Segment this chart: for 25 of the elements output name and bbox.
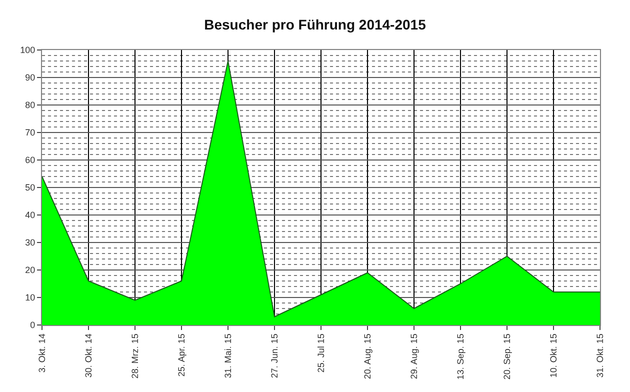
x-tick-label: 30. Okt. 14 [83,334,94,378]
x-tick-label: 3. Okt. 14 [36,334,47,373]
y-tick-label: 70 [25,128,36,138]
y-tick-label: 90 [25,72,36,83]
x-tick-label: 25. Apr. 15 [176,334,186,377]
y-tick-label: 0 [30,320,36,330]
x-tick-label: 13. Sep. 15 [455,334,466,380]
x-tick-label: 31. Okt. 15 [594,334,605,378]
y-tick-label: 100 [20,45,36,56]
x-tick-label: 27. Jun. 15 [269,334,280,378]
y-tick-label: 30 [25,238,36,248]
y-tick-label: 80 [25,100,36,110]
x-tick-label: 20. Sep. 15 [502,334,512,380]
x-tick-label: 31. Mai. 15 [222,334,233,378]
x-tick-label: 28. Mrz. 15 [130,334,140,379]
y-tick-label: 20 [25,265,36,276]
y-tick-label: 50 [25,182,36,193]
chart-title: Besucher pro Führung 2014-2015 [204,16,426,32]
x-tick-label: 10. Okt. 15 [548,334,558,378]
y-tick-label: 10 [25,292,36,303]
x-tick-label: 29. Aug. 15 [408,334,419,380]
x-tick-label: 25. Jul 15 [316,334,326,373]
y-tick-label: 60 [25,155,36,166]
x-tick-label: 20. Aug. 15 [362,334,372,380]
y-tick-label: 40 [25,210,36,220]
